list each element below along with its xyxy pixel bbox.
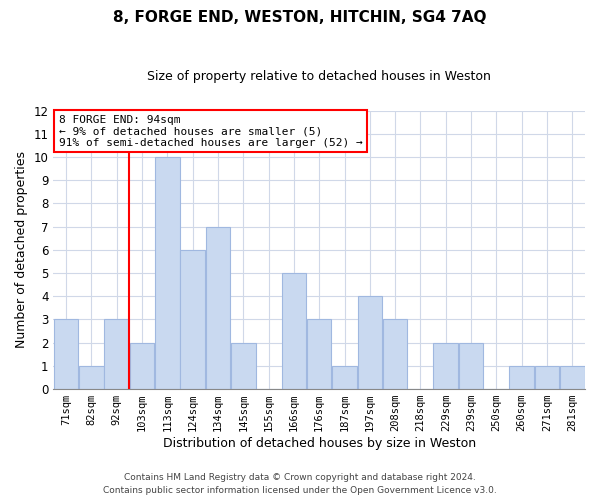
Bar [206, 226, 230, 389]
Bar [560, 366, 584, 389]
Bar [54, 320, 79, 389]
Bar [104, 320, 129, 389]
Text: 8 FORGE END: 94sqm
← 9% of detached houses are smaller (5)
91% of semi-detached : 8 FORGE END: 94sqm ← 9% of detached hous… [59, 114, 362, 148]
Title: Size of property relative to detached houses in Weston: Size of property relative to detached ho… [147, 70, 491, 83]
Text: 8, FORGE END, WESTON, HITCHIN, SG4 7AQ: 8, FORGE END, WESTON, HITCHIN, SG4 7AQ [113, 10, 487, 25]
Bar [307, 320, 331, 389]
Bar [509, 366, 534, 389]
Bar [130, 342, 154, 389]
Bar [181, 250, 205, 389]
Bar [281, 273, 306, 389]
Bar [433, 342, 458, 389]
Bar [79, 366, 104, 389]
Bar [383, 320, 407, 389]
Bar [231, 342, 256, 389]
Bar [535, 366, 559, 389]
Y-axis label: Number of detached properties: Number of detached properties [15, 152, 28, 348]
Text: Contains HM Land Registry data © Crown copyright and database right 2024.
Contai: Contains HM Land Registry data © Crown c… [103, 474, 497, 495]
Bar [459, 342, 484, 389]
X-axis label: Distribution of detached houses by size in Weston: Distribution of detached houses by size … [163, 437, 476, 450]
Bar [155, 157, 179, 389]
Bar [332, 366, 357, 389]
Bar [358, 296, 382, 389]
